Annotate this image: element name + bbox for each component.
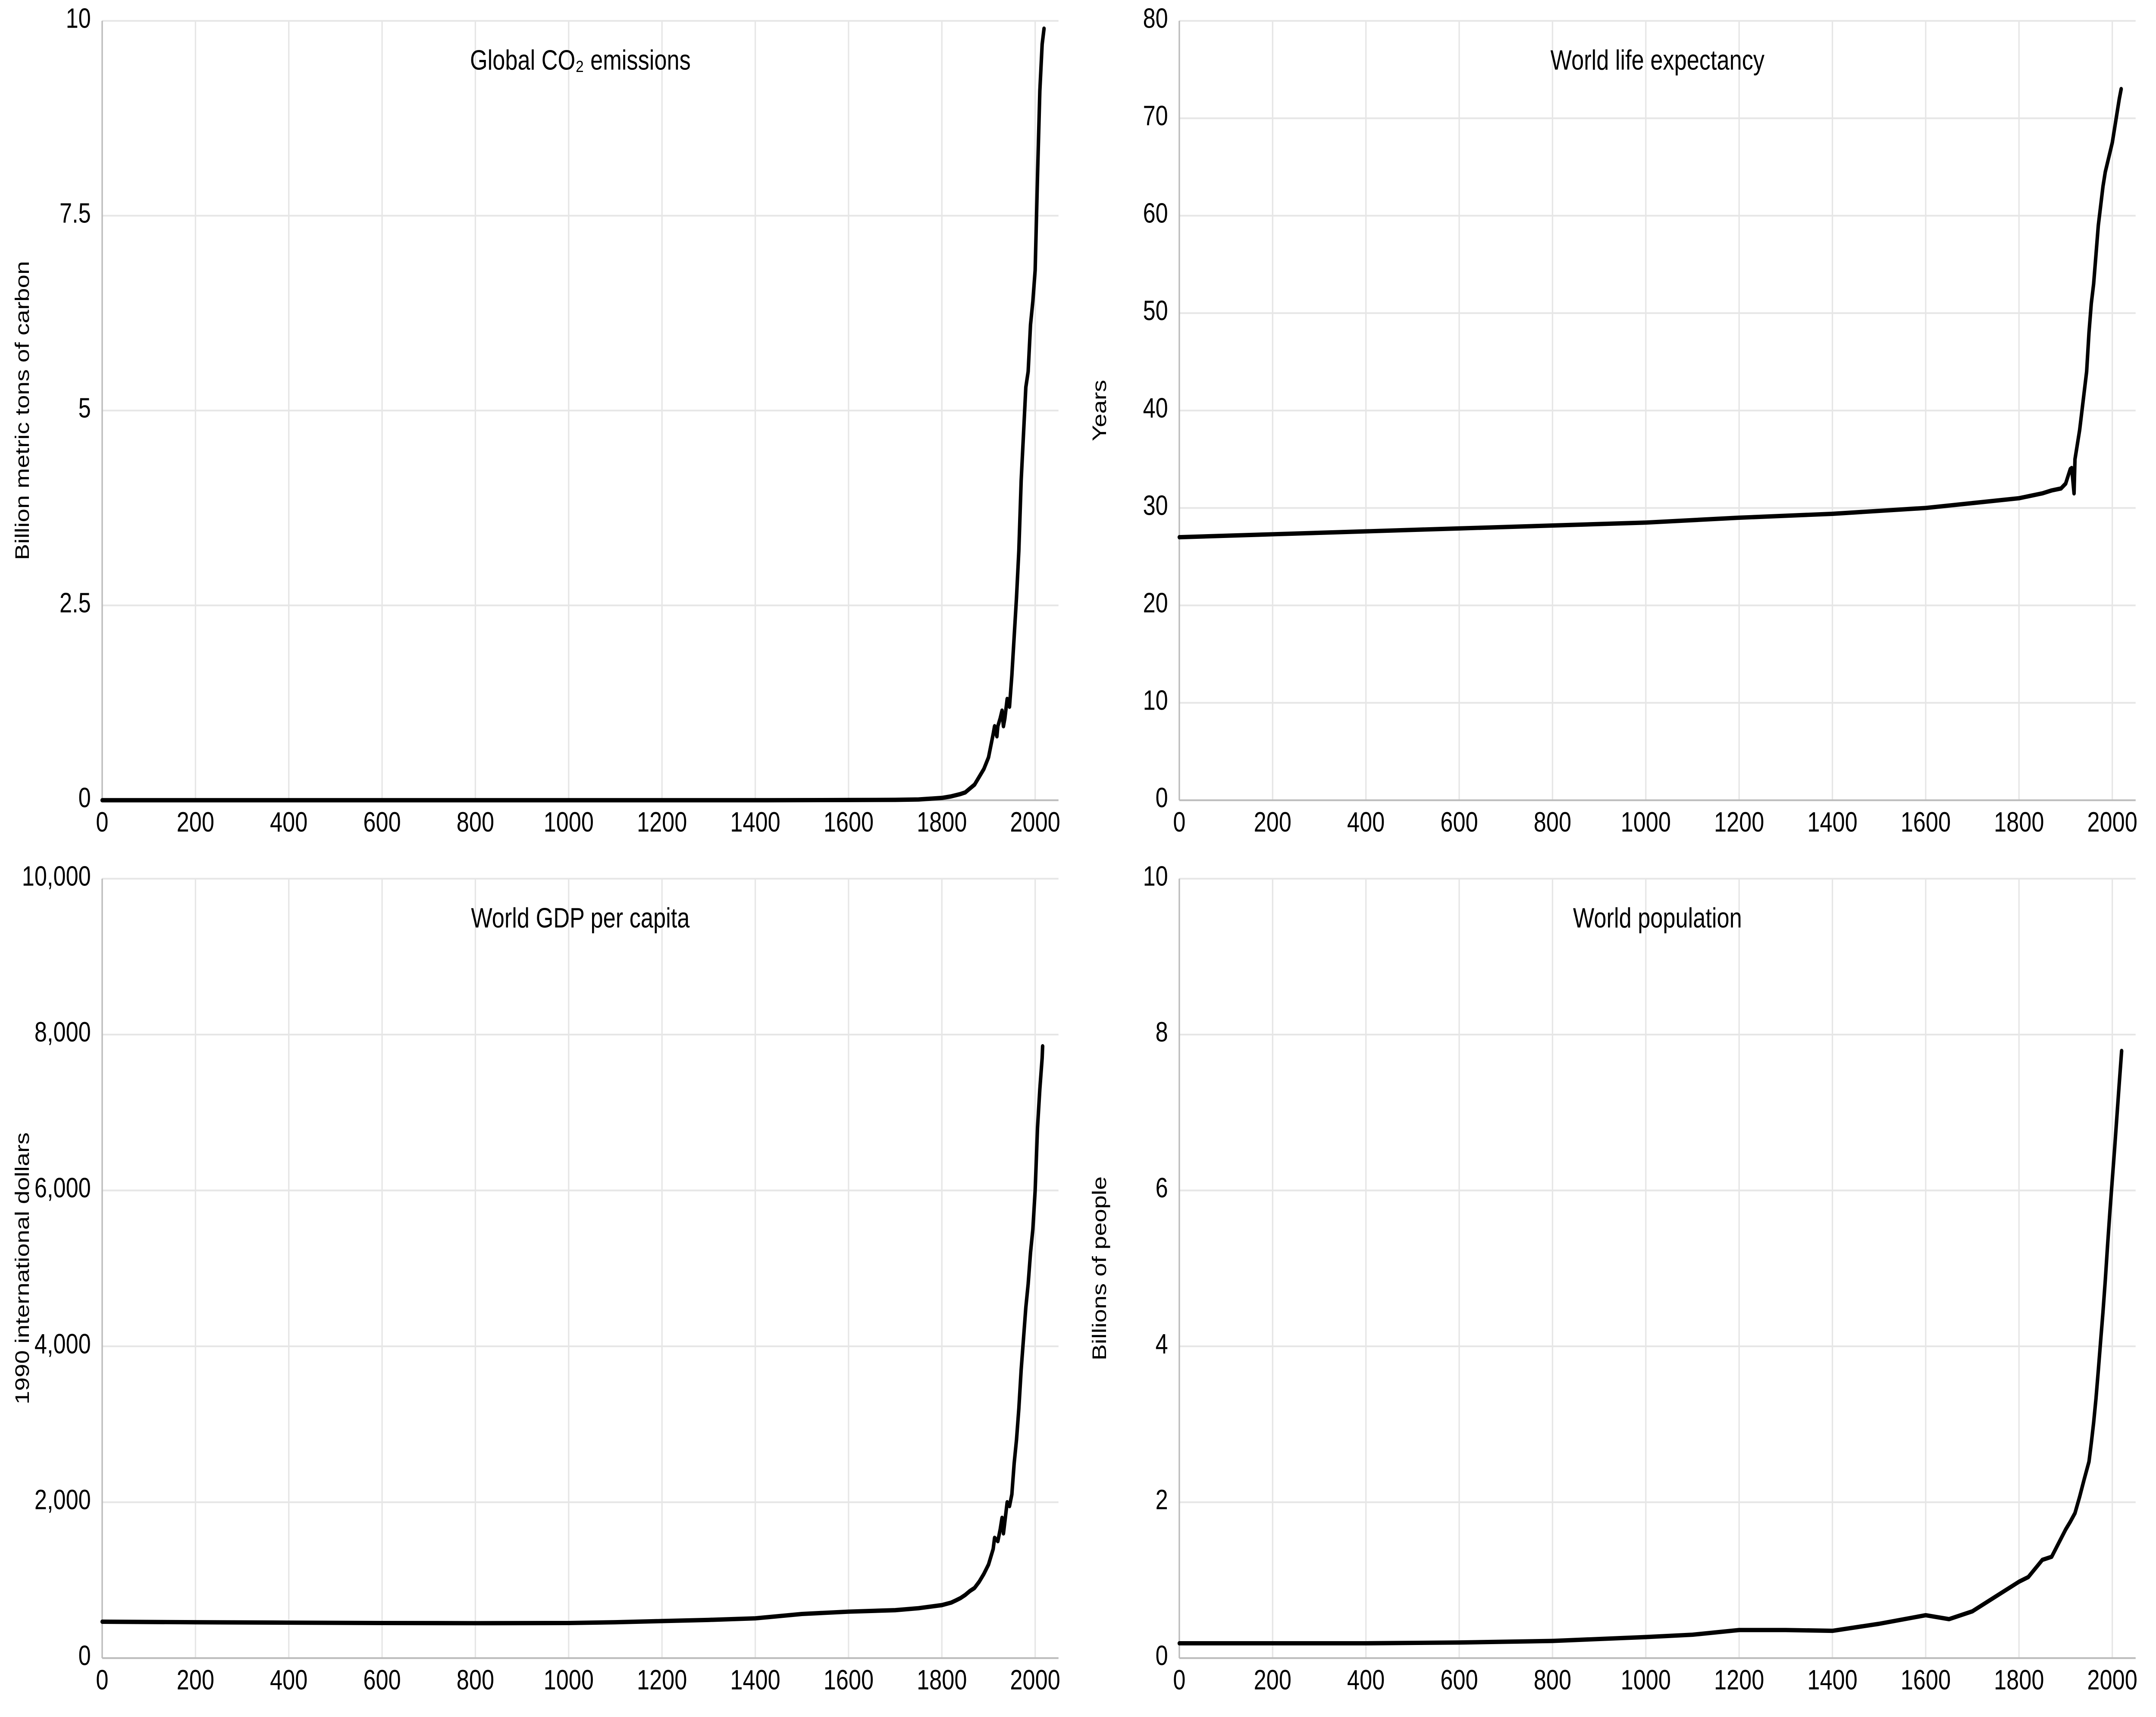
x-tick-label: 1000 <box>1621 807 1671 838</box>
x-tick-label: 1600 <box>824 807 874 838</box>
y-axis-label: Billion metric tons of carbon <box>11 261 33 560</box>
x-tick-label: 600 <box>1440 807 1478 838</box>
chart-title: World population <box>1573 903 1742 933</box>
x-tick-label: 2000 <box>1010 807 1060 838</box>
y-tick-label: 0 <box>78 782 91 813</box>
data-series <box>102 1046 1043 1623</box>
x-tick-label: 1800 <box>1994 1664 2044 1695</box>
x-tick-label: 2000 <box>2087 1664 2137 1695</box>
panel-gdp: 0 200 400 600 800 1000 1200 1400 1600 1800 2000 0 2,… <box>3 861 1075 1714</box>
x-tick-label: 1000 <box>544 807 594 838</box>
y-tick-label: 8,000 <box>34 1016 91 1047</box>
x-tick-label: 400 <box>1347 807 1385 838</box>
x-tick-label: 200 <box>1254 1664 1291 1695</box>
y-tick-label: 50 <box>1143 295 1168 326</box>
x-tick-label: 800 <box>1534 807 1571 838</box>
y-tick-label: 2.5 <box>60 588 91 618</box>
x-tick-label: 1400 <box>1807 807 1857 838</box>
y-tick-label: 2,000 <box>34 1484 91 1515</box>
x-tick-label: 600 <box>363 1664 401 1695</box>
x-tick-label: 1800 <box>1994 807 2044 838</box>
panel-life: 0 200 400 600 800 1000 1200 1400 1600 1800 2000 0 10… <box>1081 3 2153 856</box>
y-tick-label: 10,000 <box>22 861 91 892</box>
panel-pop: 0 200 400 600 800 1000 1200 1400 1600 1800 2000 0 2 4… <box>1081 861 2153 1714</box>
x-tick-label: 2000 <box>1010 1664 1060 1695</box>
x-tick-label: 200 <box>177 807 214 838</box>
y-tick-label: 6 <box>1156 1173 1168 1203</box>
data-series <box>102 28 1044 800</box>
x-tick-label: 400 <box>270 1664 307 1695</box>
y-tick-label: 10 <box>66 3 91 34</box>
chart-title: World GDP per capita <box>471 903 689 933</box>
x-tick-label: 200 <box>177 1664 214 1695</box>
y-tick-label: 20 <box>1143 588 1168 618</box>
x-tick-label: 400 <box>1347 1664 1385 1695</box>
x-tick-label: 1000 <box>544 1664 594 1695</box>
chart-title: World life expectancy <box>1551 45 1765 75</box>
y-tick-label: 4 <box>1156 1329 1168 1359</box>
x-tick-label: 200 <box>1254 807 1291 838</box>
x-tick-label: 0 <box>96 1664 108 1695</box>
y-tick-label: 5 <box>78 393 91 423</box>
y-tick-label: 2 <box>1156 1484 1168 1515</box>
y-axis-label: Billions of people <box>1088 1176 1110 1360</box>
x-tick-label: 800 <box>457 1664 494 1695</box>
x-tick-label: 1600 <box>1901 1664 1951 1695</box>
panel-co2: 0 200 400 600 800 1000 1200 1400 1600 1800 2000 0 2.… <box>3 3 1075 856</box>
y-tick-label: 0 <box>1156 1640 1168 1671</box>
y-tick-label: 60 <box>1143 198 1168 228</box>
chart-grid: 020040060080010001200140016001800200002.… <box>0 0 2156 1717</box>
x-tick-label: 2000 <box>2087 807 2137 838</box>
x-tick-label: 800 <box>457 807 494 838</box>
y-tick-label: 4,000 <box>34 1329 91 1359</box>
x-tick-label: 0 <box>96 807 108 838</box>
x-tick-label: 1200 <box>637 807 687 838</box>
y-tick-label: 6,000 <box>34 1173 91 1203</box>
y-tick-label: 40 <box>1143 393 1168 423</box>
y-tick-label: 8 <box>1156 1016 1168 1047</box>
y-tick-label: 80 <box>1143 3 1168 34</box>
y-tick-label: 10 <box>1143 861 1168 892</box>
chart-title: Global CO₂ emissions <box>470 45 691 75</box>
x-tick-label: 1000 <box>1621 1664 1671 1695</box>
x-tick-label: 600 <box>363 807 401 838</box>
y-axis-label: Years <box>1088 380 1110 441</box>
x-tick-label: 800 <box>1534 1664 1571 1695</box>
x-tick-label: 1200 <box>1714 1664 1764 1695</box>
x-tick-label: 1800 <box>917 807 967 838</box>
x-tick-label: 1400 <box>730 807 780 838</box>
y-axis-label: 1990 international dollars <box>11 1132 33 1404</box>
y-tick-label: 0 <box>1156 782 1168 813</box>
x-tick-label: 1200 <box>1714 807 1764 838</box>
x-tick-label: 1600 <box>824 1664 874 1695</box>
x-tick-label: 1200 <box>637 1664 687 1695</box>
y-tick-label: 70 <box>1143 100 1168 131</box>
y-tick-label: 0 <box>78 1640 91 1671</box>
x-tick-label: 0 <box>1173 807 1185 838</box>
x-tick-label: 1400 <box>730 1664 780 1695</box>
x-tick-label: 1800 <box>917 1664 967 1695</box>
x-tick-label: 0 <box>1173 1664 1185 1695</box>
x-tick-label: 1400 <box>1807 1664 1857 1695</box>
y-tick-label: 30 <box>1143 490 1168 521</box>
x-tick-label: 1600 <box>1901 807 1951 838</box>
y-tick-label: 7.5 <box>60 198 91 228</box>
x-tick-label: 600 <box>1440 1664 1478 1695</box>
y-tick-label: 10 <box>1143 685 1168 716</box>
x-tick-label: 400 <box>270 807 307 838</box>
